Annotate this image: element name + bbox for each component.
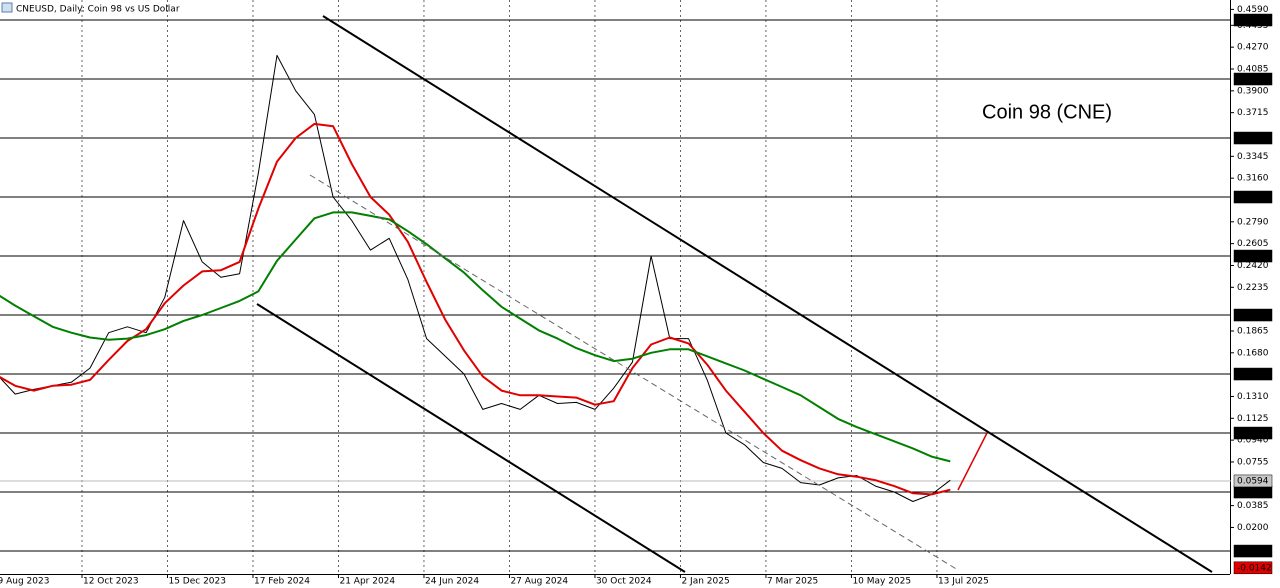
y-tick-label: 0.3160	[1237, 174, 1269, 184]
x-tick-label: 10 May 2025	[852, 577, 911, 587]
channel-upper	[322, 15, 1213, 573]
level-label: 0.1500	[1237, 370, 1269, 380]
level-box	[1233, 367, 1273, 381]
y-tick-label: 0.3715	[1237, 108, 1269, 118]
y-tick-label: 0.0940	[1237, 436, 1269, 446]
level-box	[1233, 13, 1273, 27]
y-tick-label: 0.2790	[1237, 217, 1269, 227]
level-box	[1233, 249, 1273, 263]
trend-lines	[256, 15, 1213, 573]
bottom-marker-label: -0.0142	[1237, 563, 1272, 573]
level-label: 0.4500	[1237, 16, 1269, 26]
symbol-icon	[1, 2, 13, 13]
level-box	[1233, 131, 1273, 145]
y-tick-label: 0.0385	[1237, 501, 1269, 511]
x-tick-label: 30 Oct 2024	[596, 577, 652, 587]
level-label: 0.3000	[1237, 193, 1269, 203]
y-tick-label: 0.1680	[1237, 348, 1269, 358]
y-tick-label: 0.4085	[1237, 64, 1269, 74]
series-line	[0, 122, 951, 496]
y-tick-label: 0.2605	[1237, 239, 1269, 249]
y-tick-label: 0.0200	[1237, 523, 1269, 533]
level-label: 0.1000	[1237, 429, 1269, 439]
y-tick-label: 0.2235	[1237, 283, 1269, 293]
y-tick-label: 0.4270	[1237, 43, 1269, 53]
level-box	[1233, 426, 1273, 440]
level-label: 0.3500	[1237, 134, 1269, 144]
level-box	[1233, 72, 1273, 86]
level-label: 0.2000	[1237, 311, 1269, 321]
y-tick-label: 0.3900	[1237, 86, 1269, 96]
channel-mid	[309, 174, 959, 571]
channel-lower	[256, 303, 686, 573]
level-label: 0.4000	[1237, 75, 1269, 85]
y-tick-label: 0.1865	[1237, 326, 1269, 336]
y-tick-label: 0.0755	[1237, 457, 1269, 467]
y-tick-label: 0.3345	[1237, 152, 1269, 162]
level-label: 0.0500	[1237, 488, 1269, 498]
x-tick-label: 13 Jul 2025	[938, 577, 989, 587]
y-tick-label: 0.4590	[1237, 5, 1269, 15]
current-price-box	[1233, 474, 1273, 488]
x-tick-label: 21 Apr 2024	[339, 577, 395, 587]
x-tick-label: 15 Dec 2023	[168, 577, 226, 587]
x-tick-label: 27 Aug 2024	[510, 577, 568, 587]
y-tick-label: 0.1310	[1237, 392, 1269, 402]
x-tick-label: 2 Jan 2025	[681, 577, 729, 587]
x-tick-label: 17 Feb 2024	[254, 577, 310, 587]
level-box	[1233, 190, 1273, 204]
x-tick-label: 9 Aug 2023	[0, 577, 49, 587]
x-tick-label: 7 Mar 2025	[767, 577, 818, 587]
projection	[957, 432, 988, 491]
x-tick-label: 12 Oct 2023	[83, 577, 139, 587]
level-label: 0.0000	[1237, 547, 1269, 557]
chart-title: CNEUSD, Daily: Coin 98 vs US Dollar	[16, 5, 180, 15]
current-price-label: 0.0594	[1237, 476, 1269, 486]
level-box	[1233, 544, 1273, 558]
level-label: 0.2500	[1237, 252, 1269, 262]
x-tick-label: 24 Jun 2024	[425, 577, 479, 587]
annotation: Coin 98 (CNE)	[982, 101, 1112, 123]
y-tick-label: 0.2420	[1237, 261, 1269, 271]
level-box	[1233, 308, 1273, 322]
series-line	[0, 211, 951, 463]
bottom-marker-box	[1233, 561, 1273, 575]
y-tick-label: 0.1125	[1237, 414, 1269, 424]
